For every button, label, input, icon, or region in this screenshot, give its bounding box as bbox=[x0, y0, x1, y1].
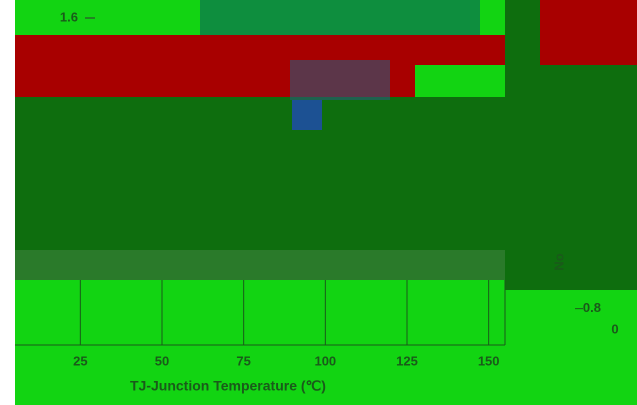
y-tick-label: 1.6 bbox=[60, 9, 78, 24]
top-band bbox=[200, 0, 480, 35]
x-axis-label: TJ-Junction Temperature (℃) bbox=[130, 378, 326, 394]
annotation: 0 bbox=[611, 321, 618, 336]
x-tick-label: 50 bbox=[155, 353, 169, 368]
red-block bbox=[415, 35, 505, 65]
x-tick-label: 125 bbox=[396, 353, 418, 368]
glitch bbox=[292, 100, 322, 130]
y-axis-label: No bbox=[551, 253, 566, 270]
x-tick-label: 100 bbox=[314, 353, 336, 368]
x-tick-label: 25 bbox=[73, 353, 87, 368]
red-block-right bbox=[540, 0, 637, 65]
x-tick-label: 150 bbox=[478, 353, 500, 368]
x-tick-label: 75 bbox=[236, 353, 250, 368]
dark-band bbox=[15, 97, 505, 280]
y-tick-label: 0.8 bbox=[583, 300, 601, 315]
glitch bbox=[290, 60, 390, 100]
glitch-band bbox=[15, 250, 505, 280]
